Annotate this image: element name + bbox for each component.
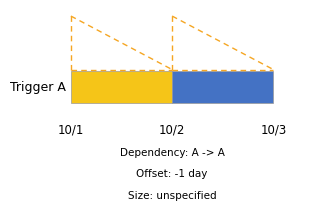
Bar <box>172 71 273 103</box>
Text: 10/2: 10/2 <box>159 123 185 136</box>
Text: Dependency: A -> A: Dependency: A -> A <box>120 148 225 158</box>
Text: Trigger A: Trigger A <box>10 81 66 94</box>
Text: 10/1: 10/1 <box>58 123 84 136</box>
Text: Offset: -1 day: Offset: -1 day <box>136 169 208 179</box>
Bar <box>71 71 172 103</box>
Text: Size: unspecified: Size: unspecified <box>128 191 216 201</box>
Text: 10/3: 10/3 <box>260 123 286 136</box>
